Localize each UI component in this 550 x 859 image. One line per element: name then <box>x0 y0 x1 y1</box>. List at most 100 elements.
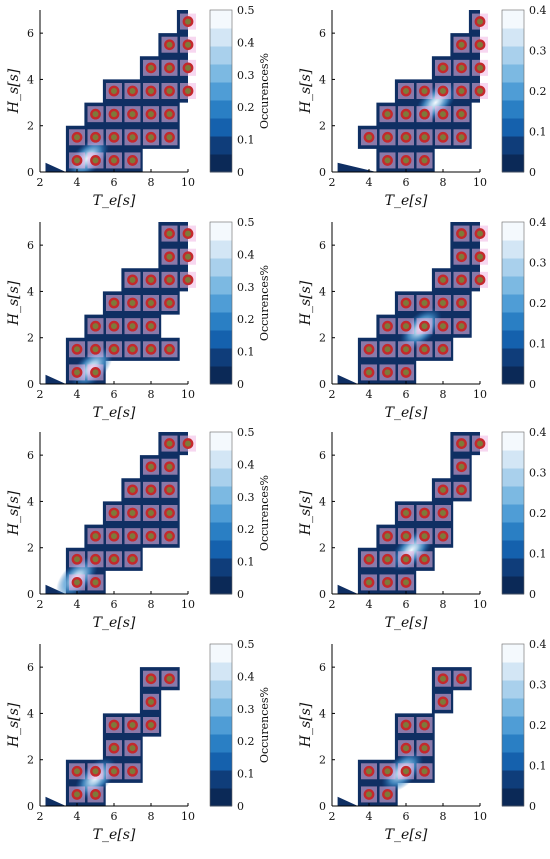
colorbar-segment <box>210 486 232 505</box>
marker-ring <box>71 155 83 166</box>
y-tick-label: 2 <box>27 542 34 555</box>
marker-ring <box>164 438 175 449</box>
y-tick-label: 6 <box>27 27 34 40</box>
marker-ring <box>108 765 120 777</box>
sea-state-marker <box>161 248 178 265</box>
sea-state-marker <box>416 129 433 146</box>
marker-ring <box>437 85 449 97</box>
colorbar-frame <box>501 643 525 807</box>
y-axis-label: H_s[s] <box>6 490 22 536</box>
colorbar-segment <box>502 522 524 541</box>
marker-ring <box>164 251 175 263</box>
marker-ring <box>127 343 138 355</box>
marker-ring <box>90 530 101 542</box>
colorbar-segment <box>210 118 232 137</box>
marker-ring <box>145 484 157 496</box>
sea-state-marker <box>416 318 433 335</box>
marker-ring <box>145 507 157 519</box>
sea-state-marker <box>143 717 159 733</box>
sea-state-marker <box>106 83 122 99</box>
marker-ring <box>474 438 486 449</box>
marker-ring <box>400 320 412 332</box>
sea-state-marker <box>453 295 470 311</box>
x-tick-label: 8 <box>440 176 447 189</box>
sea-state-marker <box>69 763 85 780</box>
x-axis-label: T_e[s] <box>93 827 136 843</box>
x-tick-label: 10 <box>181 176 195 189</box>
sea-state-marker <box>161 435 178 452</box>
colorbar-segment <box>210 312 232 331</box>
sea-state-marker <box>106 152 122 169</box>
marker-ring <box>382 367 393 378</box>
colorbar-segment <box>502 294 524 313</box>
panel-row4-left: 2 4 6 8 100246T_e[s]H_s[s]00.10.20.30.40.5Oc… <box>6 638 271 843</box>
sea-state-marker <box>416 551 433 568</box>
marker-ring <box>127 297 138 309</box>
sea-state-marker <box>379 551 396 568</box>
marker-ring <box>419 155 430 166</box>
marker-ring <box>382 108 393 120</box>
y-tick-label: 6 <box>319 27 326 40</box>
sea-state-marker <box>124 106 141 123</box>
sea-state-marker <box>106 528 122 545</box>
colorbar-segment <box>210 432 232 451</box>
plot-area <box>337 667 472 806</box>
sea-state-marker <box>361 364 377 381</box>
marker-ring <box>382 155 393 166</box>
colorbar-segment <box>210 468 232 487</box>
colorbar-tick-label: 0.1 <box>237 556 255 569</box>
marker-ring <box>400 530 412 542</box>
marker-ring <box>400 343 412 355</box>
sea-state-marker <box>143 341 159 358</box>
colorbar-tick-label: 0.4 <box>237 36 255 49</box>
colorbar-frame <box>209 643 233 807</box>
colorbar-segment <box>502 788 524 807</box>
marker-ring <box>145 320 157 332</box>
colorbar-segment <box>502 770 524 789</box>
x-tick-label: 8 <box>148 176 155 189</box>
sea-state-marker <box>143 59 159 76</box>
marker-ring <box>363 553 375 565</box>
marker-ring <box>363 765 375 777</box>
x-tick-label: 6 <box>403 176 410 189</box>
x-axis-label: T_e[s] <box>385 193 428 209</box>
marker-ring <box>363 367 375 378</box>
marker-ring <box>145 108 157 120</box>
sea-state-marker <box>124 740 141 757</box>
marker-ring <box>474 16 486 27</box>
sea-state-marker <box>379 129 396 146</box>
sea-state-marker <box>180 83 196 99</box>
colorbar-tick-label: 0.5 <box>237 426 255 439</box>
sea-state-marker <box>87 364 104 381</box>
colorbar-tick-label: 0.1 <box>529 338 547 351</box>
marker-ring <box>400 507 412 519</box>
colorbar-tick-label: 0.4 <box>529 4 547 17</box>
marker-ring <box>127 484 138 496</box>
x-tick-label: 10 <box>473 810 487 823</box>
plot-area <box>45 667 180 806</box>
colorbar-label: Occurences% <box>258 53 271 129</box>
marker-ring <box>164 530 175 542</box>
sea-state-marker <box>379 528 396 545</box>
y-tick-label: 2 <box>27 332 34 345</box>
sea-state-marker <box>124 271 141 288</box>
marker-ring <box>108 108 120 120</box>
x-tick-label: 4 <box>366 598 373 611</box>
colorbar-segment <box>210 28 232 47</box>
marker-ring <box>164 274 175 286</box>
colorbar-segment <box>502 698 524 717</box>
sea-state-marker <box>161 129 178 146</box>
y-tick-label: 6 <box>319 239 326 252</box>
marker-ring <box>419 320 430 332</box>
sea-state-marker <box>472 59 488 76</box>
sea-state-marker <box>143 271 159 288</box>
x-tick-label: 6 <box>403 598 410 611</box>
x-tick-label: 8 <box>148 598 155 611</box>
panel-row1-right: 2468100246T_e[s]H_s[s]00.10.20.30.4Energ… <box>298 4 547 209</box>
sea-state-marker <box>398 364 414 381</box>
marker-ring <box>382 530 393 542</box>
colorbar-tick-label: 0.3 <box>529 467 547 480</box>
marker-ring <box>108 507 120 519</box>
sea-state-marker <box>161 481 178 498</box>
